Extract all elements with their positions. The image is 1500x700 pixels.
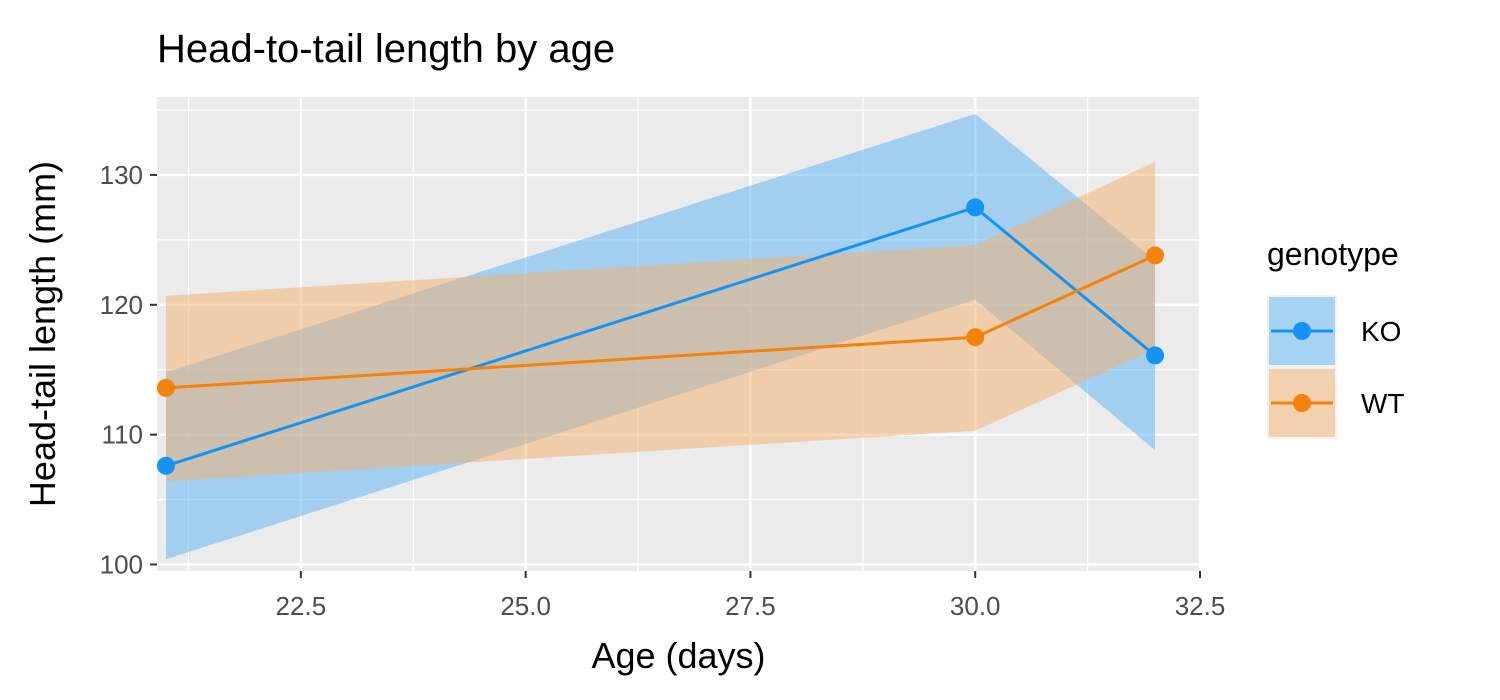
chart-title: Head-to-tail length by age: [157, 27, 615, 71]
x-tick-label: 30.0: [950, 591, 1001, 621]
x-tick-label: 27.5: [725, 591, 776, 621]
x-axis-title: Age (days): [591, 635, 765, 676]
point-wt: [156, 378, 175, 397]
y-tick-label: 100: [100, 550, 143, 580]
point-ko: [966, 198, 985, 217]
legend-label-wt: WT: [1361, 388, 1405, 419]
confidence-ribbons: [165, 113, 1156, 560]
legend: genotype KO WT: [1267, 236, 1405, 439]
legend-title: genotype: [1267, 236, 1399, 272]
x-tick-label: 32.5: [1175, 591, 1226, 621]
legend-key-point: [1293, 394, 1311, 412]
x-tick-label: 22.5: [276, 591, 327, 621]
point-ko: [1146, 346, 1165, 365]
point-wt: [966, 328, 985, 347]
y-tick-label: 110: [102, 420, 143, 450]
axes: 22.5 25.0 27.5 30.0 32.5 100 110 120 130: [100, 160, 1226, 621]
legend-label-ko: KO: [1361, 316, 1401, 347]
series-points: [156, 198, 1165, 475]
legend-items: KO WT: [1267, 295, 1405, 439]
y-tick-label: 130: [100, 160, 143, 190]
x-tick-label: 25.0: [500, 591, 551, 621]
point-ko: [156, 456, 175, 475]
y-tick-label: 120: [100, 290, 143, 320]
y-axis-title: Head-tail length (mm): [22, 161, 63, 507]
point-wt: [1146, 246, 1165, 265]
legend-key-point: [1293, 322, 1311, 340]
ribbon-wt: [165, 161, 1156, 482]
